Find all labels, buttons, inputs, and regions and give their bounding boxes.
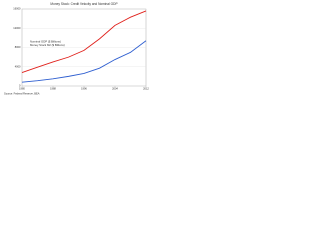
x-tick-label: 1996 [81,87,87,91]
chart-title: Money Stock: Credit Velocity and Nominal… [50,2,117,6]
x-tick-label: 1980 [19,87,25,91]
legend-entry: Nominal GDP ($ Billions) [30,40,61,44]
x-tick-label: 1988 [50,87,56,91]
source-note: Source: Federal Reserve, BEA [4,92,40,96]
x-tick-label: 2012 [143,87,149,91]
chart: Money Stock: Credit Velocity and Nominal… [0,0,150,98]
y-tick-label: 4000 [15,64,21,68]
x-tick-label: 2004 [112,87,118,91]
page: {"chart_data": {"type": "line", "title":… [0,0,320,98]
series-line [21,10,147,73]
legend-entry: Money Stock M2 ($ Billions) [30,43,65,47]
y-tick-label: 0 [19,84,21,88]
y-tick-label: 16000 [13,7,21,11]
y-tick-label: 12000 [13,26,21,30]
series-line [21,40,147,83]
y-tick-label: 8000 [15,45,21,49]
